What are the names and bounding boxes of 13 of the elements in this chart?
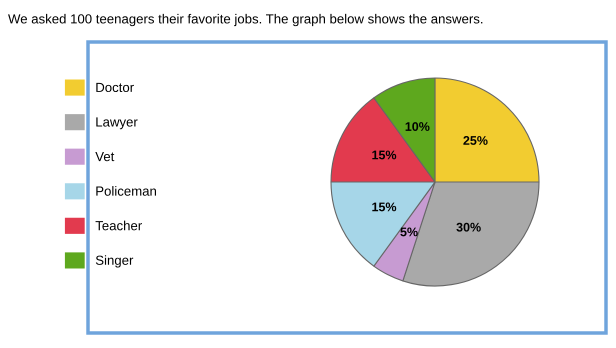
data-label: 30%: [456, 222, 481, 232]
legend-label: Doctor: [96, 82, 134, 92]
data-label: 15%: [372, 150, 396, 160]
data-label: 5%: [400, 228, 418, 236]
legend-label: Vet: [95, 152, 114, 162]
legend-label: Lawyer: [96, 117, 138, 130]
data-label: 15%: [372, 202, 396, 212]
legend-label: Teacher: [96, 220, 142, 230]
data-label: 10%: [406, 122, 430, 131]
data-label: 25%: [463, 136, 488, 145]
legend-label: Singer: [96, 255, 134, 268]
legend-label: Policeman: [96, 186, 156, 196]
chart-title: We asked 100 teenagers their favorite jobs. The graph below shows the answers.: [8, 14, 482, 26]
